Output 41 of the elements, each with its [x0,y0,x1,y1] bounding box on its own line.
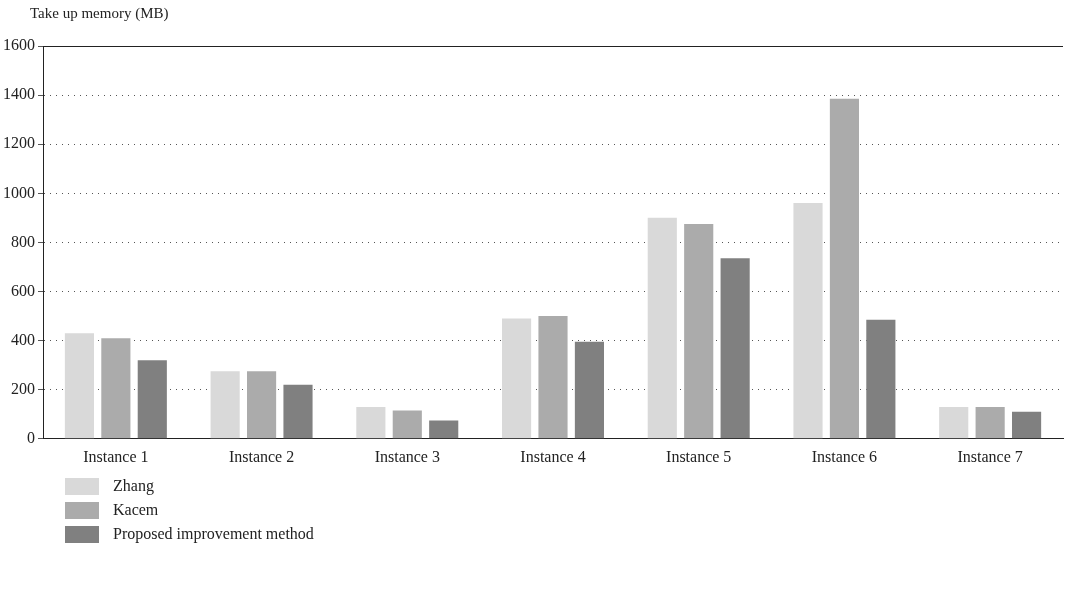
bar [283,384,313,439]
bar [647,217,677,439]
bar [429,420,459,439]
bar [137,360,167,439]
y-tick-label: 1600 [3,36,35,54]
x-tick-label: Instance 1 [83,447,149,465]
bar [247,371,277,439]
bar [720,258,750,439]
legend-label: Kacem [113,501,159,519]
bar [210,371,240,439]
x-tick-label: Instance 2 [228,447,295,465]
bar [101,338,131,439]
y-tick-label: 800 [11,232,35,250]
bar [1012,411,1042,439]
bar [574,341,604,439]
x-tick-label: Instance 3 [374,447,440,465]
y-tick-label: 0 [27,429,35,446]
legend-label: Zhang [113,477,154,495]
bar [392,410,422,439]
bar [975,406,1005,439]
y-axis-title: Take up memory (MB) [30,4,169,22]
x-tick-label: Instance 5 [666,447,732,465]
y-tick-label: 400 [11,330,35,348]
bar [866,319,896,439]
y-tick-label: 1000 [3,183,35,201]
bar [538,316,568,439]
y-tick-label: 1200 [3,134,35,152]
bar [684,223,714,439]
bar [64,333,94,439]
bar [793,203,823,439]
x-tick-label: Instance 7 [957,447,1023,465]
bar [502,318,532,439]
x-tick-label: Instance 4 [520,447,586,465]
bar [356,406,386,439]
y-tick-label: 1400 [3,85,35,103]
legend-label: Proposed improvement method [113,525,314,543]
y-tick-label: 600 [11,281,35,299]
bar [939,406,969,439]
bar [829,98,859,439]
x-tick-label: Instance 6 [811,447,878,465]
y-tick-label: 200 [11,379,35,397]
